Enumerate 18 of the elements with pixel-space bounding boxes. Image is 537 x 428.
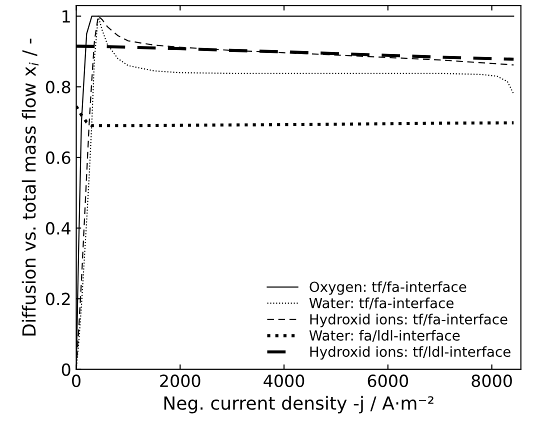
x-tick-label: 0 [72, 374, 80, 388]
x-axis-title: Neg. current density -j / A·m⁻² [164, 396, 434, 414]
y-tick-label: 0.8 [46, 80, 70, 94]
y-axis-title: Diffusion vs. total mass flow x$_{i}$ / - [22, 38, 39, 336]
legend-label: Oxygen: tf/fa-interface [310, 281, 466, 295]
x-tick-label: 8000 [472, 374, 512, 388]
legend-label: Hydroxid ions: tf/fa-interface [310, 314, 508, 328]
y-tick-label: 0.2 [46, 292, 70, 306]
y-tick-label: 0 [62, 363, 70, 376]
x-tick-label: 6000 [368, 374, 408, 388]
legend-label: Water: tf/fa-interface [309, 298, 454, 310]
y-tick-label: 0.4 [46, 222, 70, 235]
x-tick-label: 4000 [264, 374, 304, 388]
x-tick-label: 2000 [160, 374, 200, 388]
legend-label: Hydroxid ions: tf/ldl-interface [310, 346, 510, 360]
y-tick-label: 0.6 [46, 151, 70, 164]
y-tick-label: 1 [62, 10, 70, 22]
legend-label: Water: fa/ldl-interface [309, 330, 460, 342]
